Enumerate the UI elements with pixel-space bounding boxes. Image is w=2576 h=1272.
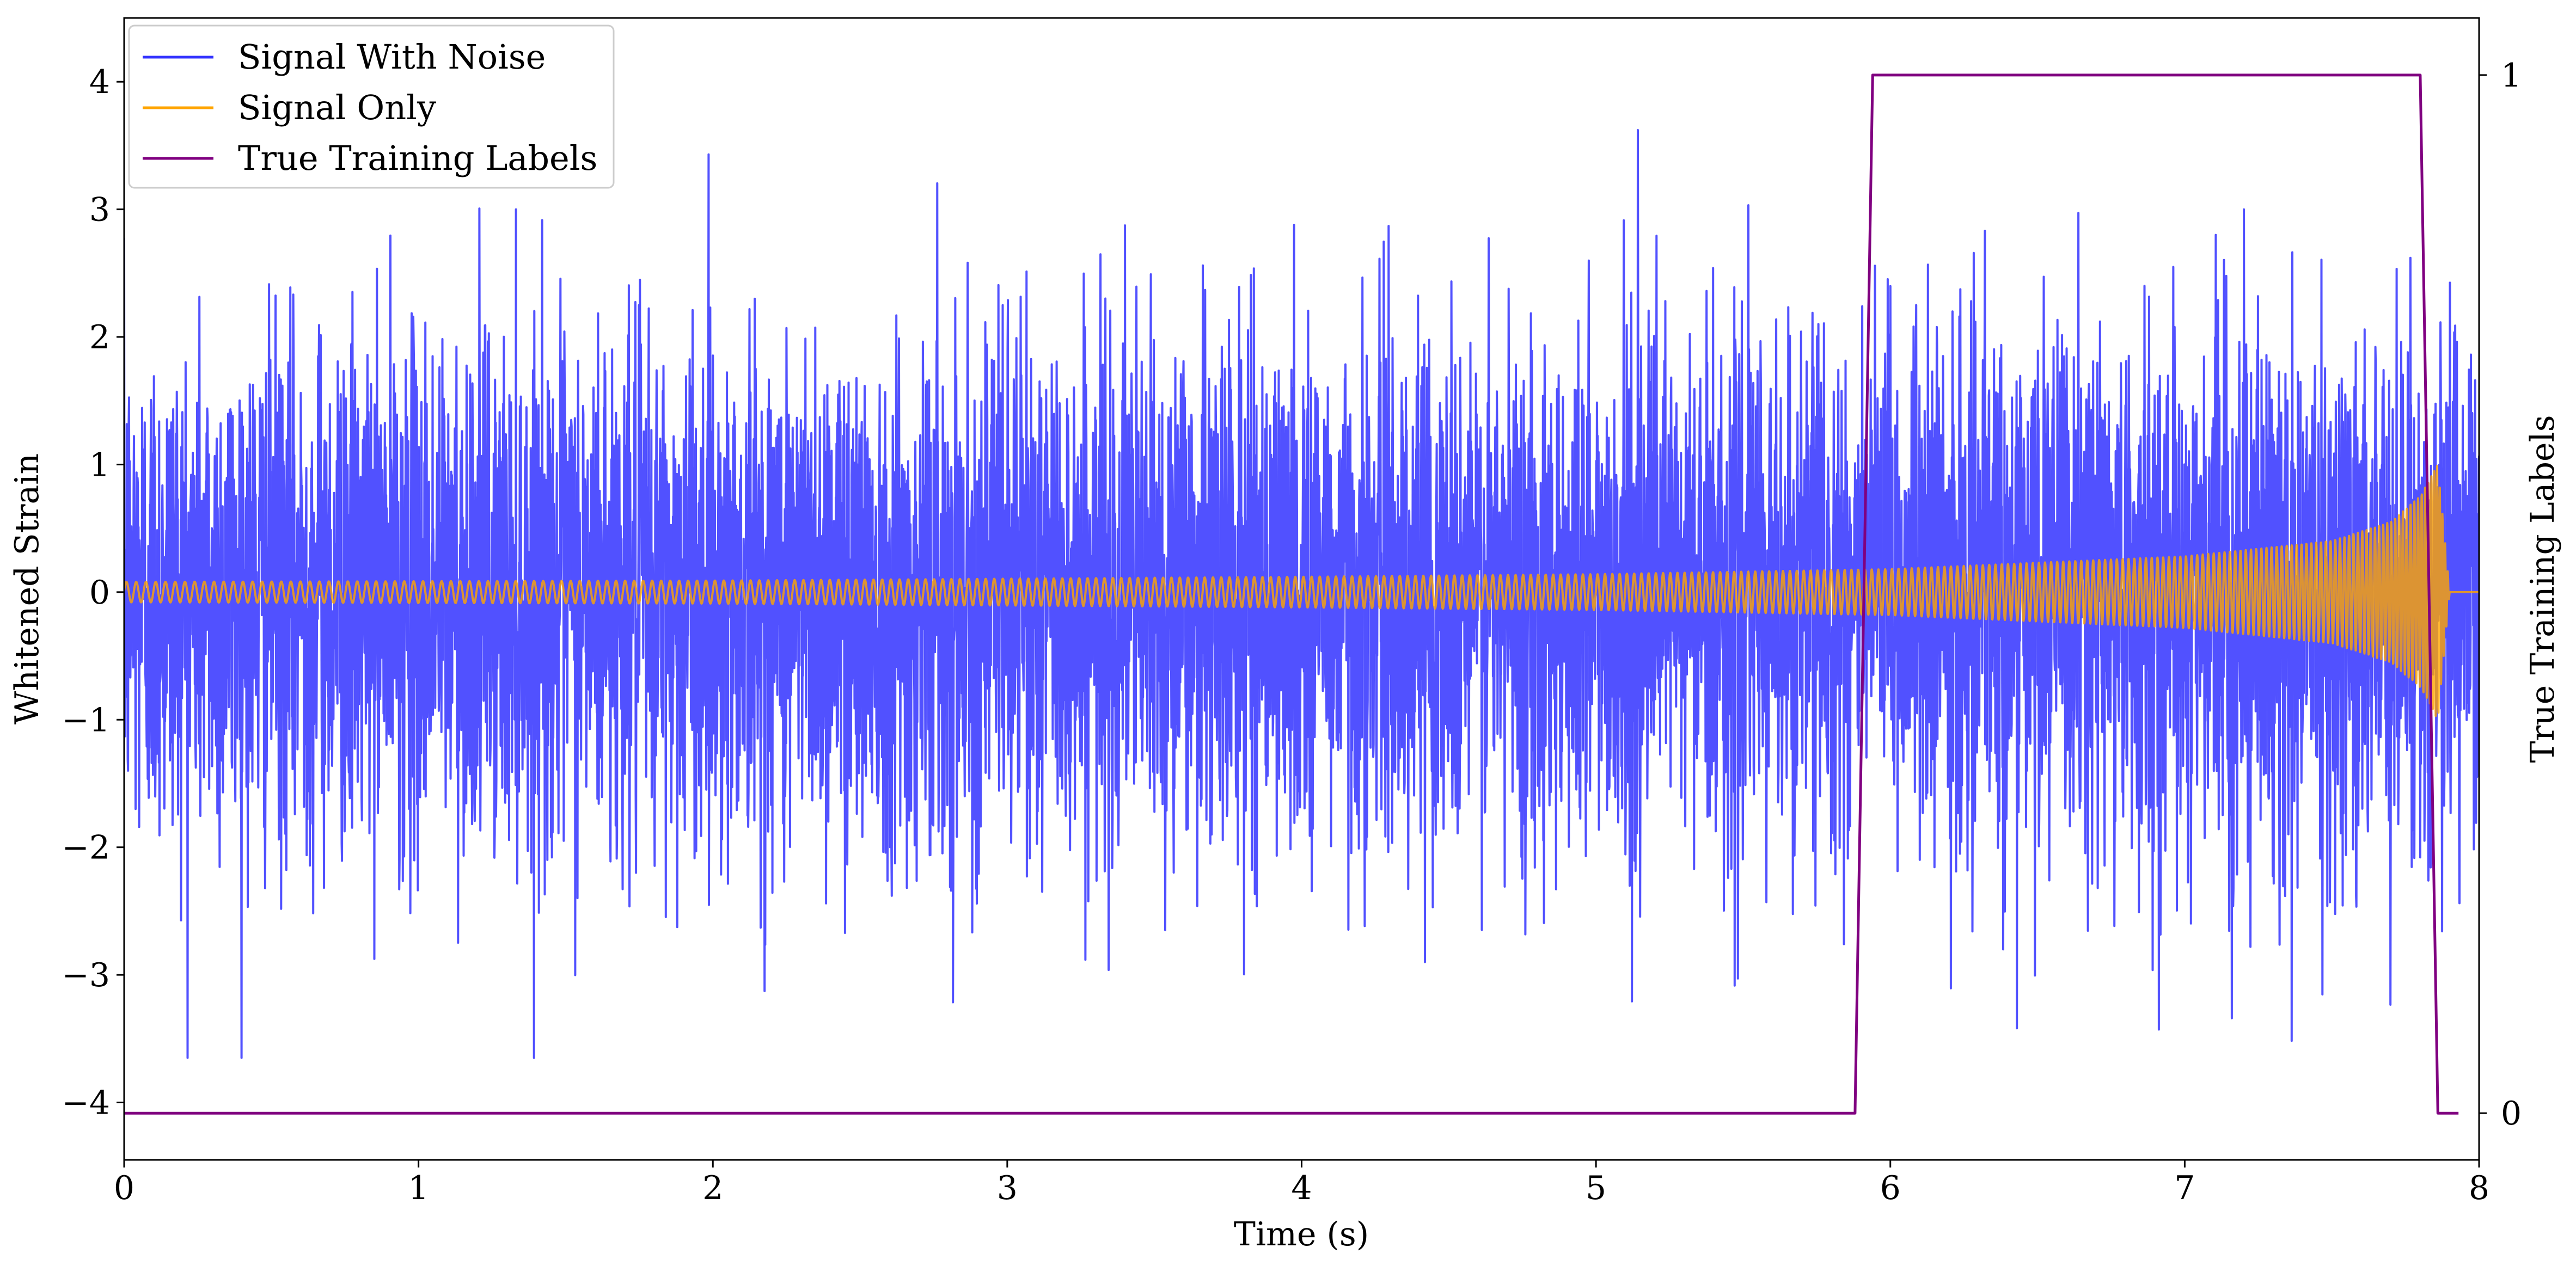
legend: Signal With Noise Signal Only True Trainin… (128, 24, 615, 189)
y-tick-label: 0 (89, 574, 110, 612)
x-tick-label: 1 (408, 1169, 429, 1207)
legend-label: True Training Labels (238, 138, 597, 178)
legend-box (128, 24, 615, 189)
y2-tick-label: 1 (2501, 57, 2522, 95)
x-tick-label: 3 (997, 1169, 1018, 1207)
y-tick-label: −1 (62, 701, 110, 739)
series-line-3 (124, 73, 2459, 1115)
x-axis: 0 1 2 3 4 5 6 7 8 (114, 1160, 2489, 1207)
y2-tick-label: 0 (2501, 1095, 2522, 1133)
x-axis-label: Time (s) (1234, 1215, 1369, 1253)
series-line-2 (124, 465, 2479, 717)
series-layer (124, 73, 2479, 1115)
x-tick-label: 5 (1586, 1169, 1606, 1207)
legend-label: Signal Only (238, 88, 436, 127)
y-tick-label: 2 (89, 318, 110, 357)
y-tick-label: −3 (62, 956, 110, 994)
x-tick-label: 6 (1880, 1169, 1901, 1207)
x-tick-label: 0 (114, 1169, 134, 1207)
y-tick-label: 3 (89, 191, 110, 229)
x-tick-label: 8 (2469, 1169, 2489, 1207)
y2-axis-label: True Training Labels (2524, 415, 2562, 763)
y-axis-label: Whitened Strain (8, 453, 46, 724)
y-tick-label: −4 (62, 1084, 110, 1122)
y-axis-left: −4 −3 −2 −1 0 1 2 3 4 (62, 63, 124, 1122)
y-axis-right: 01 (2479, 57, 2522, 1133)
x-tick-label: 7 (2174, 1169, 2195, 1207)
series-line-1 (124, 129, 2479, 1059)
x-tick-label: 2 (702, 1169, 723, 1207)
y-tick-label: −2 (62, 829, 110, 867)
y-tick-label: 1 (89, 446, 110, 484)
x-tick-label: 4 (1291, 1169, 1312, 1207)
legend-label: Signal With Noise (238, 37, 546, 77)
y-tick-label: 4 (89, 63, 110, 101)
